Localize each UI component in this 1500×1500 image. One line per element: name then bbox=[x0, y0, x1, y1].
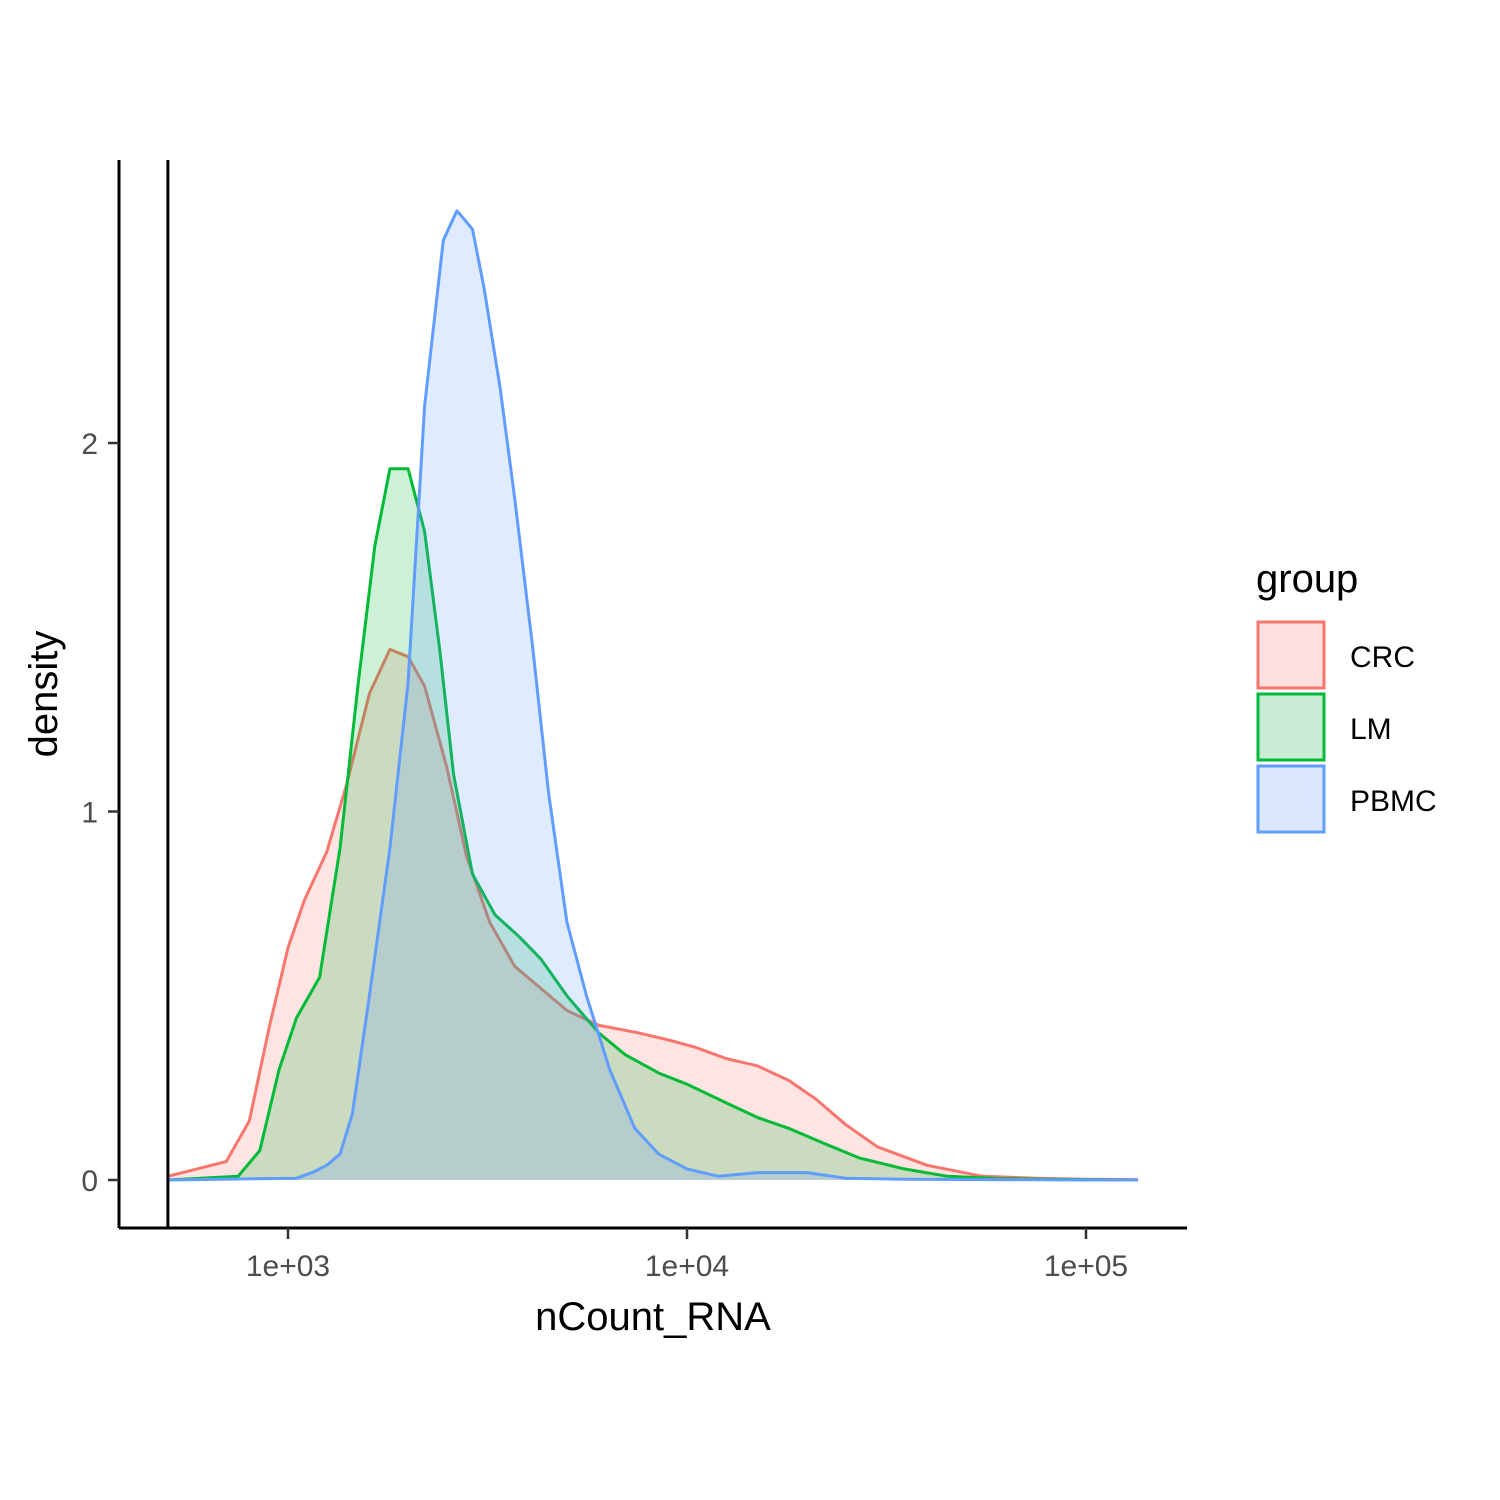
series-line-lm bbox=[167, 467, 1139, 1182]
y-tick-label: 2 bbox=[81, 428, 98, 461]
legend-label-pbmc: PBMC bbox=[1350, 785, 1437, 818]
tick-layer: 1e+03 1e+04 1e+05 0 1 2 bbox=[81, 428, 1128, 1283]
series-area-crc bbox=[167, 649, 1138, 1180]
axes bbox=[117, 160, 1187, 1230]
y-tick-label: 0 bbox=[81, 1165, 98, 1198]
legend-label-lm: LM bbox=[1350, 713, 1392, 746]
series-line-pbmc bbox=[167, 209, 1138, 1182]
y-tick-label: 1 bbox=[81, 797, 98, 830]
series-layer bbox=[167, 209, 1139, 1182]
x-tick-label: 1e+03 bbox=[246, 1250, 330, 1283]
y-axis-title: density bbox=[22, 631, 66, 758]
legend-items: CRC LM PBMC bbox=[1256, 620, 1437, 834]
legend: group CRC LM PBMC bbox=[1256, 557, 1437, 834]
x-tick-label: 1e+04 bbox=[645, 1250, 729, 1283]
legend-key-lm bbox=[1256, 692, 1326, 762]
x-tick-label: 1e+05 bbox=[1044, 1250, 1128, 1283]
legend-title: group bbox=[1256, 557, 1358, 601]
series-line-crc bbox=[167, 647, 1139, 1182]
legend-label-crc: CRC bbox=[1350, 641, 1415, 674]
x-axis-title: nCount_RNA bbox=[535, 1295, 771, 1339]
legend-key-pbmc bbox=[1256, 764, 1326, 834]
legend-key-crc bbox=[1256, 620, 1326, 690]
series-area-lm bbox=[167, 468, 1138, 1180]
series-area-pbmc bbox=[167, 210, 1138, 1181]
